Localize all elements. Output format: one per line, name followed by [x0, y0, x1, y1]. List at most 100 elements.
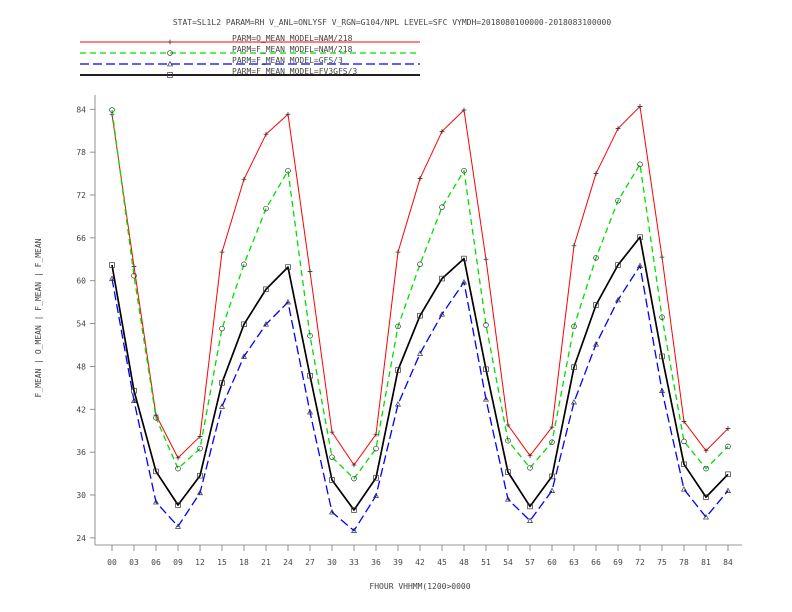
series-line [111, 105, 729, 466]
triangle-marker [263, 321, 269, 327]
y-tick-label: 84 [76, 105, 86, 114]
plus-marker [637, 104, 643, 109]
x-tick-label: 24 [283, 558, 293, 567]
triangle-marker [703, 514, 709, 520]
y-tick-label: 54 [76, 320, 86, 329]
square-marker [197, 472, 203, 479]
triangle-marker [153, 499, 159, 505]
x-tick-label: 60 [547, 558, 557, 567]
plus-marker [329, 429, 335, 435]
triangle-marker [461, 279, 467, 285]
plus-marker [571, 243, 577, 249]
plus-marker [175, 455, 181, 461]
circle-marker [329, 454, 335, 460]
triangle-marker [417, 350, 423, 356]
x-tick-label: 42 [415, 558, 425, 567]
series-line [111, 265, 729, 532]
series-group [109, 104, 731, 533]
x-tick-label: 81 [701, 558, 711, 567]
triangle-marker [109, 275, 115, 281]
square-marker [109, 262, 115, 268]
triangle-marker [241, 353, 247, 359]
y-tick-label: 48 [76, 362, 86, 371]
circle-marker [153, 415, 159, 421]
plus-marker [351, 462, 357, 468]
x-axis-ticks: 00 03 06 09 12 15 18 21 24 27 30 33 36 39 42 45 48 51 54 57… [107, 545, 733, 567]
x-tick-label: 15 [217, 558, 227, 567]
x-tick-label: 75 [657, 558, 667, 567]
series [109, 104, 731, 468]
square-marker [307, 372, 313, 379]
x-tick-label: 12 [195, 558, 205, 567]
y-tick-label: 66 [76, 234, 86, 243]
x-tick-label: 57 [525, 558, 535, 567]
triangle-marker [131, 397, 137, 403]
circle-marker [351, 475, 357, 482]
y-axis-label: F_MEAN | O_MEAN | F_MEAN | F_MEAN [34, 238, 43, 397]
x-tick-label: 54 [503, 558, 513, 567]
legend-label: PARM=F_MEAN MODEL=FV3GFS/3 [232, 67, 357, 76]
legend-entry: PARM=F_MEAN MODEL=GFS/3 [80, 56, 420, 67]
plus-marker [681, 419, 687, 424]
x-tick-label: 36 [371, 558, 381, 567]
plus-marker [285, 111, 291, 117]
square-marker [681, 461, 687, 468]
square-marker [219, 380, 225, 386]
circle-marker [549, 439, 555, 445]
circle-marker [219, 325, 225, 332]
triangle-marker [681, 486, 687, 492]
square-marker [461, 255, 467, 262]
square-marker [571, 364, 577, 370]
triangle-marker [659, 387, 665, 393]
x-axis-label: FHOUR VHHMM(1200>0000 [369, 582, 470, 591]
chart-title: STAT=SL1L2 PARAM=RH V_ANL=ONLYSF V_RGN=G… [173, 18, 611, 27]
triangle-marker [527, 517, 533, 523]
square-marker [593, 302, 599, 308]
plus-marker [307, 269, 313, 274]
x-tick-label: 48 [459, 558, 469, 567]
plus-marker [395, 249, 401, 255]
square-marker [373, 475, 379, 481]
square-marker [725, 471, 731, 478]
plus-marker [461, 107, 467, 113]
circle-marker [241, 261, 247, 268]
square-marker [417, 312, 423, 319]
circle-marker [373, 445, 379, 452]
triangle-marker [615, 296, 621, 303]
x-tick-label: 45 [437, 558, 447, 567]
circle-marker [681, 438, 687, 445]
legend-label: PARM=F_MEAN MODEL=GFS/3 [232, 56, 343, 65]
square-marker [659, 353, 665, 360]
circle-marker [461, 167, 467, 174]
legend-label: PARM=O_MEAN MODEL=NAM/218 [232, 34, 353, 43]
triangle-marker [351, 527, 357, 533]
plus-marker [703, 448, 709, 454]
x-tick-label: 78 [679, 558, 689, 567]
legend: PARM=O_MEAN MODEL=NAM/218 PARM=F_MEAN MOD… [80, 34, 420, 78]
y-tick-label: 36 [76, 448, 86, 457]
series-line [111, 236, 729, 511]
x-tick-label: 69 [613, 558, 623, 567]
triangle-marker [505, 496, 511, 502]
triangle-marker [329, 509, 335, 515]
legend-entry: PARM=F_MEAN MODEL=FV3GFS/3 [80, 67, 420, 78]
triangle-marker [549, 487, 555, 493]
y-tick-label: 60 [76, 277, 86, 286]
circle-marker [395, 323, 401, 330]
circle-marker [167, 50, 173, 56]
plus-marker [549, 424, 555, 430]
x-tick-label: 18 [239, 558, 249, 567]
triangle-marker [307, 409, 313, 415]
circle-marker [637, 161, 643, 168]
circle-marker [483, 322, 489, 328]
circle-marker [307, 332, 313, 339]
y-tick-label: 72 [76, 191, 86, 200]
circle-marker [263, 205, 269, 212]
circle-marker [571, 323, 577, 330]
series [109, 107, 731, 482]
square-marker [131, 387, 137, 394]
circle-marker [593, 255, 599, 261]
circle-marker [505, 437, 511, 444]
circle-marker [659, 314, 665, 320]
